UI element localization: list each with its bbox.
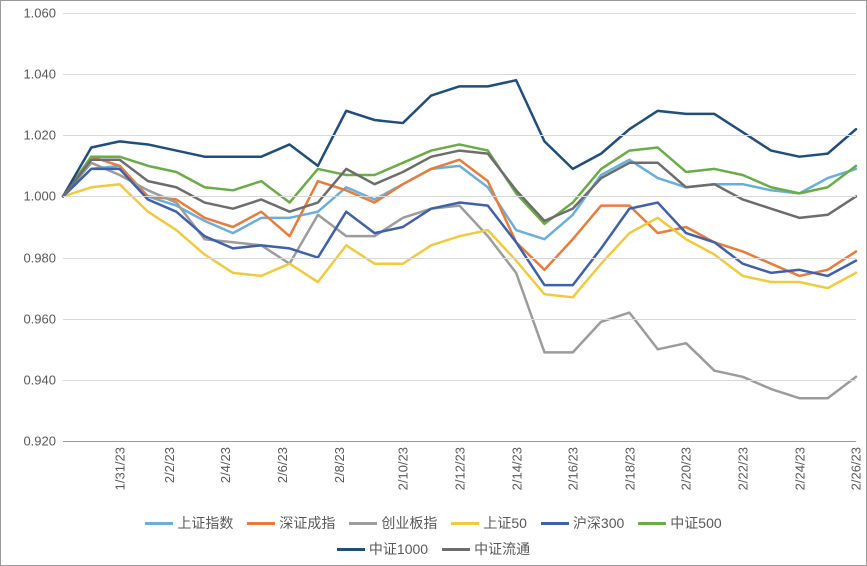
y-tick-label: 1.060 — [10, 6, 56, 21]
legend-label: 中证500 — [670, 513, 721, 533]
legend-item: 创业板指 — [349, 513, 437, 533]
legend-item: 中证500 — [638, 513, 721, 533]
legend-swatch — [541, 522, 569, 525]
series-line — [63, 80, 856, 196]
x-tick-label: 2/16/23 — [566, 447, 581, 490]
legend-label: 沪深300 — [573, 513, 624, 533]
x-tick-label: 2/6/23 — [275, 447, 290, 483]
x-tick-label: 1/31/23 — [112, 447, 127, 490]
legend-item: 深证成指 — [247, 513, 335, 533]
y-tick-label: 0.920 — [10, 434, 56, 449]
x-tick-label: 2/26/23 — [849, 447, 864, 490]
legend-label: 上证50 — [483, 513, 527, 533]
legend-label: 上证指数 — [177, 513, 233, 533]
y-tick-label: 0.980 — [10, 250, 56, 265]
legend-swatch — [349, 522, 377, 525]
x-tick-label: 2/4/23 — [218, 447, 233, 483]
legend-swatch — [638, 522, 666, 525]
legend-label: 创业板指 — [381, 513, 437, 533]
gridline — [63, 74, 856, 75]
gridline — [63, 196, 856, 197]
legend-label: 深证成指 — [279, 513, 335, 533]
legend-item: 上证指数 — [145, 513, 233, 533]
x-tick-label: 2/8/23 — [332, 447, 347, 483]
series-lines-svg — [63, 13, 856, 441]
plot-area — [63, 13, 856, 441]
legend-item: 中证1000 — [337, 539, 428, 559]
y-tick-label: 0.960 — [10, 311, 56, 326]
legend-label: 中证1000 — [369, 539, 428, 559]
x-tick-label: 2/20/23 — [679, 447, 694, 490]
legend-label: 中证流通 — [474, 539, 530, 559]
legend-swatch — [442, 548, 470, 551]
gridline — [63, 135, 856, 136]
index-line-chart: 上证指数 深证成指 创业板指 上证50 沪深300 中证500 中证1000 中证流通 0.9… — [0, 0, 867, 566]
x-tick-label: 2/14/23 — [509, 447, 524, 490]
series-line — [63, 163, 856, 398]
series-line — [63, 160, 856, 239]
y-tick-label: 1.000 — [10, 189, 56, 204]
legend-item: 上证50 — [451, 513, 527, 533]
x-tick-label: 2/22/23 — [735, 447, 750, 490]
legend-swatch — [145, 522, 173, 525]
legend-swatch — [337, 548, 365, 551]
gridline — [63, 441, 856, 442]
series-line — [63, 184, 856, 297]
y-tick-label: 0.940 — [10, 372, 56, 387]
x-tick-label: 2/18/23 — [622, 447, 637, 490]
legend-swatch — [247, 522, 275, 525]
x-tick-label: 2/2/23 — [162, 447, 177, 483]
x-tick-label: 2/24/23 — [792, 447, 807, 490]
y-tick-label: 1.040 — [10, 67, 56, 82]
legend-item: 沪深300 — [541, 513, 624, 533]
legend-item: 中证流通 — [442, 539, 530, 559]
gridline — [63, 13, 856, 14]
x-tick-label: 2/10/23 — [396, 447, 411, 490]
gridline — [63, 380, 856, 381]
legend: 上证指数 深证成指 创业板指 上证50 沪深300 中证500 中证1000 中证流通 — [1, 511, 866, 561]
series-line — [63, 169, 856, 285]
gridline — [63, 319, 856, 320]
legend-swatch — [451, 522, 479, 525]
x-tick-label: 2/12/23 — [452, 447, 467, 490]
gridline — [63, 258, 856, 259]
y-tick-label: 1.020 — [10, 128, 56, 143]
